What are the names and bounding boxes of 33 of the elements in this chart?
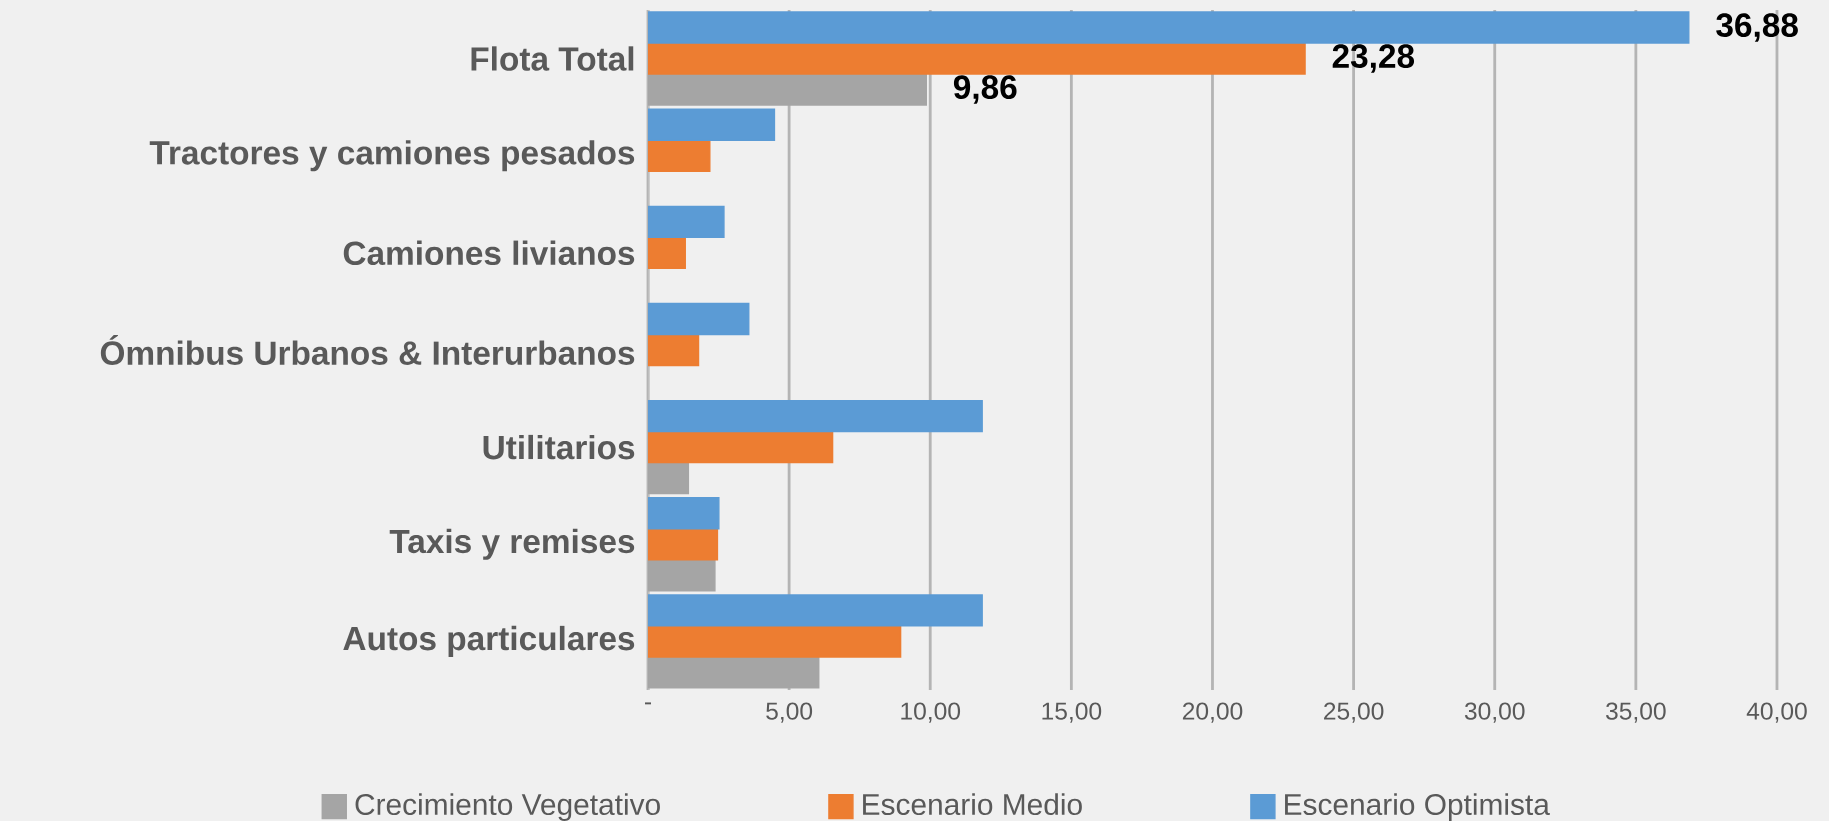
- legend-label: Crecimiento Vegetativo: [355, 793, 660, 821]
- y-tick-label: Flota Total: [471, 46, 634, 71]
- data-label: 23,28: [1332, 44, 1415, 73]
- bar: [647, 656, 820, 689]
- x-tick-label: 15,00: [1042, 702, 1102, 723]
- y-tick-label: Autos particulares: [343, 625, 635, 657]
- x-tick-label: 10,00: [901, 702, 961, 723]
- x-tick-label: 35,00: [1606, 702, 1666, 723]
- y-tick-label: Tractores y camiones pesados: [149, 140, 635, 172]
- legend-label: Escenario Optimista: [1285, 793, 1550, 821]
- bar: [647, 559, 716, 592]
- y-tick-label: Taxis y remises: [389, 528, 635, 560]
- x-tick-label: 5,00: [766, 702, 813, 723]
- bar: [647, 399, 983, 433]
- bar: [647, 11, 1690, 44]
- x-tick-label: 40,00: [1746, 702, 1807, 723]
- y-tick-label: Utilitarios: [483, 434, 635, 460]
- bar: [647, 461, 690, 495]
- x-tick-label: -: [645, 702, 652, 705]
- x-tick-label: 20,00: [1182, 702, 1243, 723]
- x-tick-label: 25,00: [1324, 702, 1384, 723]
- y-tick-label: Ómnibus Urbanos & Interurbanos: [100, 334, 635, 365]
- bar: [647, 205, 725, 239]
- data-label: 9,86: [953, 75, 1017, 104]
- bar: [647, 497, 720, 530]
- bar: [647, 73, 928, 106]
- data-label: 36,88: [1716, 13, 1798, 42]
- legend-label: Escenario Medio: [863, 793, 1082, 816]
- bar: [647, 108, 776, 141]
- x-tick-label: 30,00: [1464, 702, 1525, 723]
- bar: [647, 594, 983, 627]
- bar: [647, 302, 750, 336]
- y-tick-label: Camiones livianos: [343, 240, 635, 266]
